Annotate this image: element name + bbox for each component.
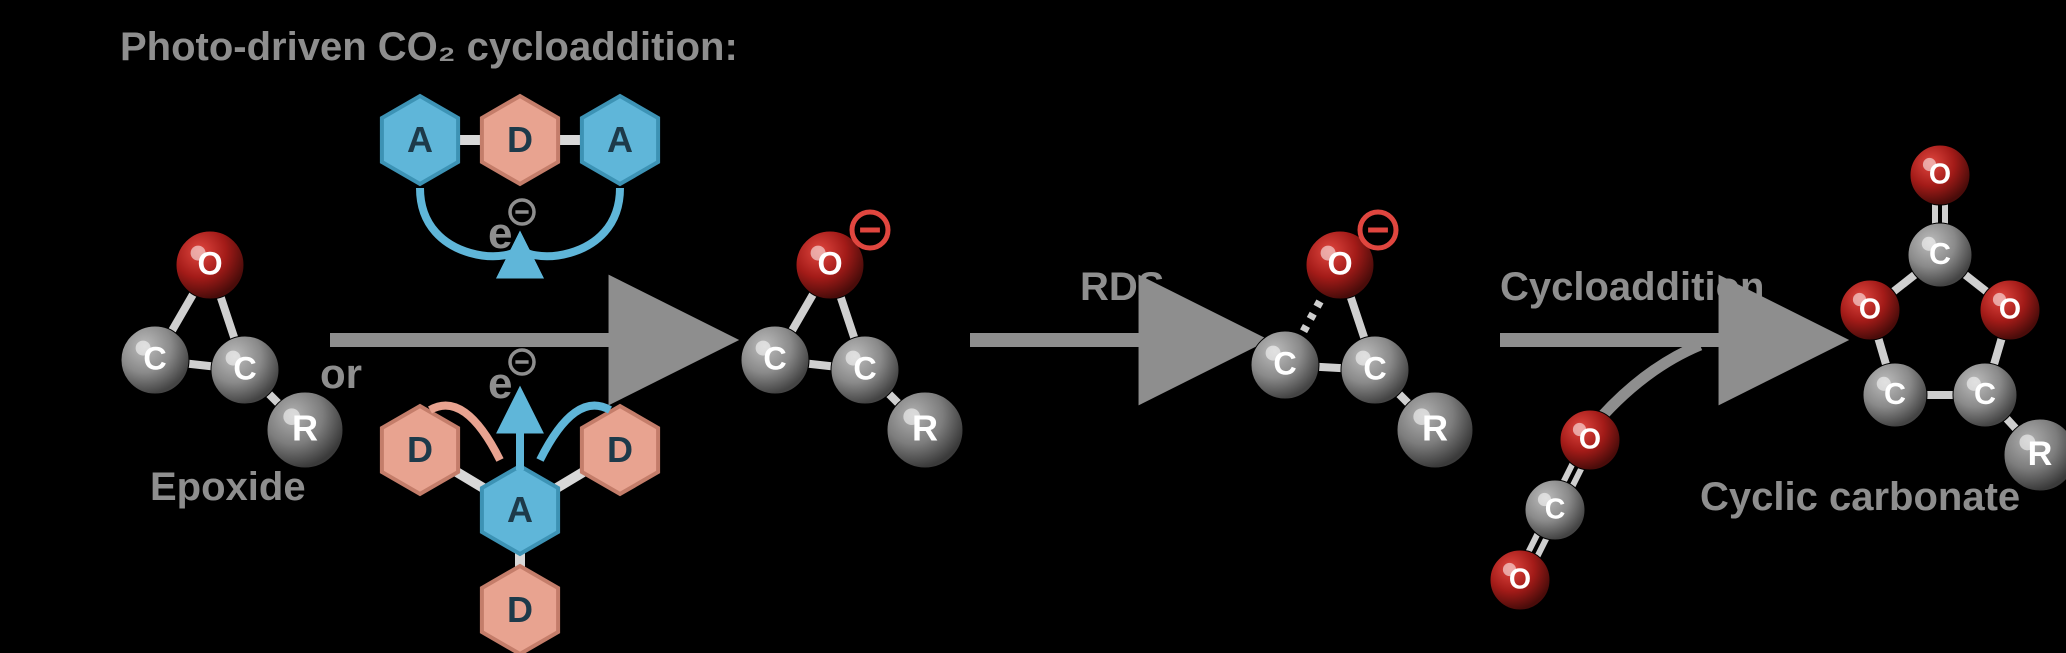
atom-open_3-O-label: O [1327,246,1352,282]
text-rds: RDS [1080,265,1164,309]
atom-epoxide_2-C2-label: C [853,351,876,387]
atom-product-R-label: R [2028,435,2053,473]
catalyst-hex-label-A2: A [607,119,633,160]
atom-epoxide_2-R-label: R [912,408,938,449]
atom-open_3-R-label: R [1422,408,1448,449]
atom-open_3-C2-label: C [1363,351,1386,387]
atom-co2-O1-label: O [1579,423,1601,455]
atom-epoxide_1-O-label: O [197,246,222,282]
atom-product-Or-label: O [1999,293,2021,325]
atom-co2-C-label: C [1545,493,1566,525]
atom-product-Cc-label: C [1929,237,1951,271]
text-epoxide: Epoxide [150,465,306,509]
bg [0,0,2066,653]
atom-product-Ol-label: O [1859,293,1881,325]
catalyst-hex-label-D3: D [507,589,533,630]
text-product: Cyclic carbonate [1700,475,2020,519]
text-title: Photo-driven CO₂ cycloaddition: [120,25,738,69]
diagram-stage: OCCROCCROCCROCOOCOOCCRADADADDPhoto-drive… [0,0,2066,653]
text-cyclo: Cycloaddition [1500,265,1764,309]
text-e_top: e [488,209,512,258]
catalyst-hex-label-D1: D [407,429,433,470]
catalyst-hex-label-A0: A [507,489,533,530]
atom-epoxide_1-R-label: R [292,408,318,449]
atom-co2-O2-label: O [1509,563,1531,595]
atom-epoxide_2-C1-label: C [763,341,786,377]
catalyst-hex-label-D2: D [607,429,633,470]
text-e_bot: e [488,359,512,408]
atom-epoxide_1-C2-label: C [233,351,256,387]
atom-epoxide_1-C1-label: C [143,341,166,377]
atom-product-Cr-label: C [1974,377,1996,411]
atom-product-Cl-label: C [1884,377,1906,411]
catalyst-hex-label-A1: A [407,119,433,160]
atom-open_3-C1-label: C [1273,346,1296,382]
atom-product-Ot-label: O [1929,158,1951,190]
text-or: or [320,350,362,397]
atom-epoxide_2-O-label: O [817,246,842,282]
catalyst-hex-label-D0: D [507,119,533,160]
